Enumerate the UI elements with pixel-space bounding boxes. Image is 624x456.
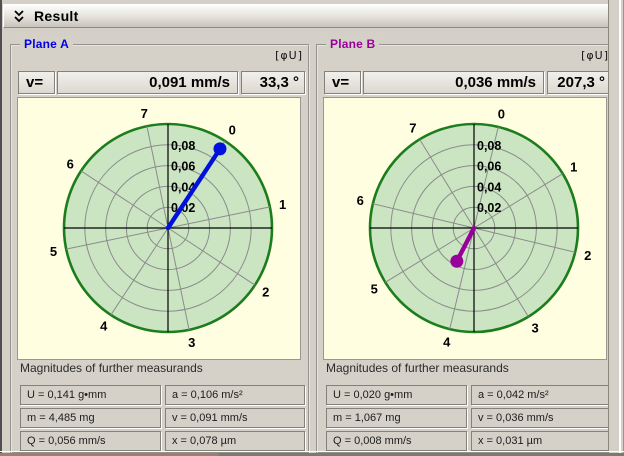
window-bottom-edge [0,453,624,456]
position-spoke [473,227,529,317]
measurand-cell-x: x = 0,078 µm [165,431,305,451]
velocity-symbol-box: v= [18,71,55,94]
measurand-cell-Q: Q = 0,056 mm/s [20,431,161,451]
result-section-header[interactable]: Result [3,4,611,28]
phase-unit-label: [φU] [581,49,609,62]
position-spoke [473,126,499,229]
position-spoke [146,126,169,229]
position-spoke [372,203,475,229]
position-label: 5 [371,282,378,297]
position-spoke [385,227,475,283]
radial-tick-label: 0,08 [171,139,195,153]
phase-value: 33,3 ° [259,74,299,91]
measurand-cell-m: m = 4,485 mg [20,408,161,428]
unbalance-vector [165,146,223,231]
position-label: 2 [584,248,591,263]
phase-unit-label: [φU] [275,49,303,62]
velocity-value: 0,036 mm/s [455,74,536,91]
position-spoke [80,170,169,229]
phase-value-box: 207,3 ° [547,71,611,94]
position-spoke [419,139,475,229]
position-label: 0 [229,123,236,138]
unbalance-vector-tip [213,142,227,156]
measurand-cell-U: U = 0,141 g•mm [20,385,161,405]
polar-chart-panel: 0,02 0,04 0,06 0,08 0 1 2 3 4 5 6 7 [323,97,607,360]
velocity-symbol-box: v= [324,71,361,94]
velocity-symbol: v= [26,74,44,91]
velocity-value-box: 0,036 mm/s [363,71,544,94]
phase-value-box: 33,3 ° [241,71,305,94]
measurand-cell-a: a = 0,042 m/s² [471,385,611,405]
measurands-title: Magnitudes of further measurands [326,361,509,375]
radial-tick-label: 0,04 [171,180,195,194]
measurand-cell-U: U = 0,020 g•mm [326,385,467,405]
measurand-cell-a: a = 0,106 m/s² [165,385,305,405]
window-right-frame [608,0,624,456]
position-spoke [473,173,563,229]
velocity-value-box: 0,091 mm/s [57,71,238,94]
position-spoke [167,227,256,286]
position-label: 1 [279,197,286,212]
position-label: 3 [188,335,195,350]
position-label: 4 [443,334,451,349]
velocity-value: 0,091 mm/s [149,74,230,91]
position-spoke [167,227,190,330]
position-label: 6 [357,193,364,208]
section-title: Result [34,8,79,24]
velocity-symbol: v= [332,74,350,91]
position-label: 0 [498,107,505,122]
position-label: 7 [141,106,148,121]
measurand-cell-m: m = 1,067 mg [326,408,467,428]
position-label: 5 [50,244,57,259]
measurands-title: Magnitudes of further measurands [20,361,203,375]
position-spoke [167,206,270,229]
position-label: 6 [67,156,74,171]
radial-tick-label: 0,06 [477,160,501,174]
position-spoke [473,227,576,253]
position-label: 3 [532,320,539,335]
polar-chart: 0,02 0,04 0,06 0,08 0 1 2 3 4 5 6 7 [357,107,592,350]
position-spoke [110,227,169,316]
radial-tick-label: 0,06 [171,160,195,174]
radial-tick-label: 0,08 [477,139,501,153]
measurand-cell-Q: Q = 0,008 mm/s [326,431,467,451]
phase-value: 207,3 ° [557,74,605,91]
measurand-cell-v: v = 0,091 mm/s [165,408,305,428]
measurand-cell-x: x = 0,031 µm [471,431,611,451]
window-bottom-highlight [0,451,624,452]
radial-tick-label: 0,04 [477,180,501,194]
radial-tick-label: 0,02 [477,201,501,215]
collapse-double-chevron-icon[interactable] [12,9,26,23]
position-label: 1 [570,159,577,174]
position-label: 4 [100,318,108,333]
plane-a-panel: Plane A [φU] v= 0,091 mm/s 33,3 ° 0,020,… [10,37,310,454]
plane-b-panel: Plane B [φU] v= 0,036 mm/s 207,3 ° 0,02 0… [316,37,616,454]
unbalance-vector-tip [450,254,464,268]
position-label: 7 [409,121,416,136]
plane-b-title: Plane B [326,37,380,51]
window-left-edge [0,0,2,456]
measurand-cell-v: v = 0,036 mm/s [471,408,611,428]
position-label: 2 [262,285,269,300]
position-spoke [449,227,475,330]
plane-a-title: Plane A [20,37,73,51]
position-spoke [66,227,169,250]
